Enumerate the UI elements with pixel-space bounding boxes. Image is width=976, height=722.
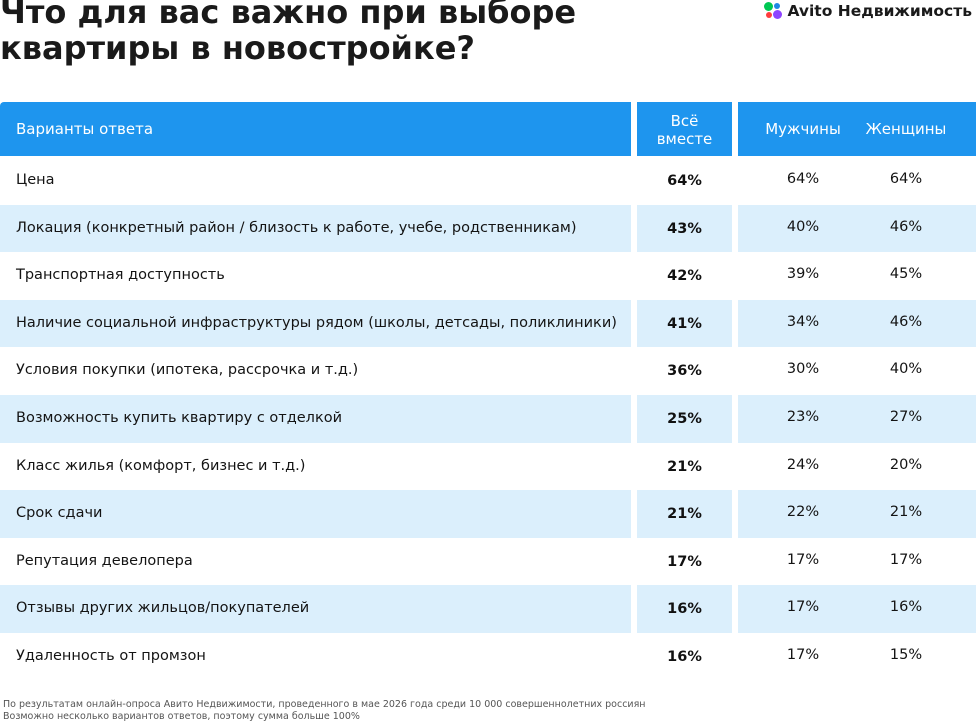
header-gender: Мужчины Женщины: [738, 102, 976, 156]
row-women-value: 16%: [889, 599, 923, 616]
table-row: Класс жилья (комфорт, бизнес и т.д.) 21% 2…: [0, 443, 976, 491]
header-options-label: Варианты ответа: [16, 120, 154, 138]
row-women-value: 46%: [889, 218, 923, 235]
row-option: Репутация девелопера: [16, 552, 193, 569]
table-row: Условия покупки (ипотека, рассрочка и т.…: [0, 347, 976, 395]
table-row: Срок сдачи 21% 22% 21%: [0, 490, 976, 538]
row-all-value: 64%: [667, 173, 702, 189]
row-men-value: 64%: [786, 171, 820, 187]
row-option: Возможность купить квартиру с отделкой: [16, 409, 342, 426]
row-women-value: 17%: [889, 551, 923, 568]
table-row: Удаленность от промзон 16% 17% 15%: [0, 633, 976, 681]
row-all-value: 42%: [667, 268, 702, 285]
header-all-line-1: Всё: [670, 112, 699, 130]
header-all-line-2: вместе: [656, 130, 713, 148]
row-men-value: 30%: [786, 361, 820, 378]
row-option: Срок сдачи: [16, 505, 103, 522]
row-option: Наличие социальной инфраструктуры рядом …: [16, 314, 617, 331]
row-men-value: 17%: [786, 599, 820, 616]
row-women-value: 46%: [889, 313, 923, 330]
table-row: Возможность купить квартиру с отделкой 25…: [0, 394, 976, 443]
header-all: Всё вместе: [637, 102, 732, 156]
row-option: Цена: [16, 172, 55, 188]
header-women: Женщины: [865, 120, 947, 138]
table-row: Репутация девелопера 17% 17% 17%: [0, 538, 976, 586]
row-all-value: 16%: [667, 648, 702, 665]
row-all-value: 41%: [667, 315, 702, 332]
row-men-value: 17%: [786, 646, 820, 663]
table-body: Цена 64% 64% 64% Локация (конкретный район /…: [0, 157, 976, 681]
table-row: Локация (конкретный район / близость к р…: [0, 204, 976, 253]
row-option: Класс жилья (комфорт, бизнес и т.д.): [16, 457, 306, 474]
row-all-value: 21%: [667, 506, 702, 523]
row-option: Транспортная доступность: [16, 267, 225, 284]
row-women-value: 45%: [889, 266, 923, 283]
table-row: Транспортная доступность 42% 39% 45%: [0, 252, 976, 300]
row-men-value: 39%: [786, 266, 820, 283]
table-header: Варианты ответа Всё вместе Мужчины Женщи…: [0, 102, 976, 156]
row-men-value: 23%: [786, 408, 820, 425]
row-women-value: 21%: [889, 504, 923, 521]
table-row: Отзывы других жильцов/покупателей 16% 17% 1…: [0, 585, 976, 633]
row-men-value: 22%: [786, 504, 820, 521]
row-women-value: 64%: [889, 171, 923, 187]
footnote-line-2: Возможно несколько вариантов ответов, по…: [3, 710, 360, 722]
row-all-value: 43%: [667, 220, 702, 237]
header-options: Варианты ответа: [0, 102, 631, 156]
header-men: Мужчины: [765, 120, 841, 138]
avito-dots-icon: [764, 2, 784, 20]
row-all-value: 21%: [667, 458, 702, 475]
row-all-value: 25%: [667, 410, 702, 427]
footnote-line-1: По результатам онлайн-опроса Авито Недви…: [3, 699, 646, 710]
table-row: Цена 64% 64% 64%: [0, 157, 976, 205]
row-women-value: 15%: [889, 646, 923, 663]
row-men-value: 40%: [786, 218, 820, 235]
logo-text: Avito Недвижимость: [787, 2, 972, 20]
title-line-2: квартиры в новостройке?: [0, 29, 475, 67]
footnote: По результатам онлайн-опроса Авито Недви…: [3, 699, 646, 722]
row-women-value: 20%: [889, 456, 923, 473]
row-option: Отзывы других жильцов/покупателей: [16, 600, 310, 617]
avito-logo: Avito Недвижимость: [764, 2, 972, 20]
table-row: Наличие социальной инфраструктуры рядом …: [0, 299, 976, 348]
title-line-1: Что для вас важно при выборе: [0, 0, 577, 31]
row-option: Удаленность от промзон: [16, 647, 206, 664]
page-title: Что для вас важно при выборе квартиры в …: [0, 0, 640, 66]
row-men-value: 34%: [786, 313, 820, 330]
row-women-value: 40%: [889, 361, 923, 378]
row-women-value: 27%: [889, 408, 923, 425]
row-all-value: 17%: [667, 553, 702, 570]
row-option: Локация (конкретный район / близость к р…: [16, 219, 577, 236]
row-option: Условия покупки (ипотека, рассрочка и т.…: [16, 362, 359, 379]
row-all-value: 16%: [667, 601, 702, 618]
row-men-value: 17%: [786, 551, 820, 568]
row-men-value: 24%: [786, 456, 820, 473]
row-all-value: 36%: [667, 363, 702, 380]
